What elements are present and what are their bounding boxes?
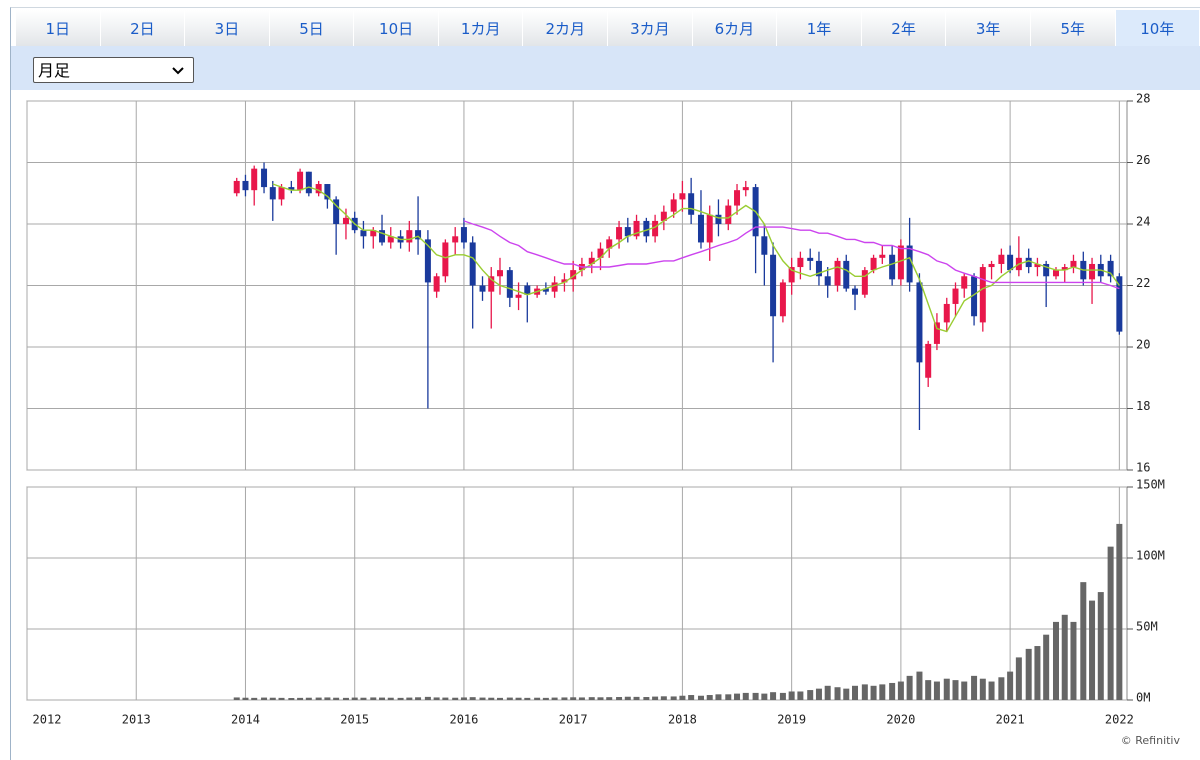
period-tab[interactable]: 3年: [946, 10, 1031, 46]
toolbar: [11, 46, 1200, 90]
period-tab[interactable]: 5年: [1030, 10, 1116, 46]
period-select[interactable]: 月足: [33, 57, 194, 83]
period-tabs: 1日 2日 3日 5日 10日 1カ月 2カ月 3カ月 6カ月 1年 2年 3年 5年 10年: [16, 10, 1200, 46]
period-tab[interactable]: 2日: [100, 10, 186, 46]
period-tab[interactable]: 6カ月: [692, 10, 778, 46]
period-tab[interactable]: 3日: [185, 10, 270, 46]
period-tab[interactable]: 2年: [861, 10, 947, 46]
period-tab[interactable]: 2カ月: [523, 10, 609, 46]
period-tab[interactable]: 5日: [269, 10, 355, 46]
chevron[interactable]: [171, 66, 185, 76]
frame: [10, 7, 1200, 760]
period-tab[interactable]: 3カ月: [608, 10, 693, 46]
period-tab[interactable]: 1カ月: [438, 10, 524, 46]
select-value[interactable]: 月足: [38, 61, 71, 80]
period-tab[interactable]: 1日: [16, 10, 101, 46]
period-tab[interactable]: 10年: [1115, 10, 1200, 46]
period-tab[interactable]: 10日: [354, 10, 439, 46]
period-tab[interactable]: 1年: [777, 10, 862, 46]
